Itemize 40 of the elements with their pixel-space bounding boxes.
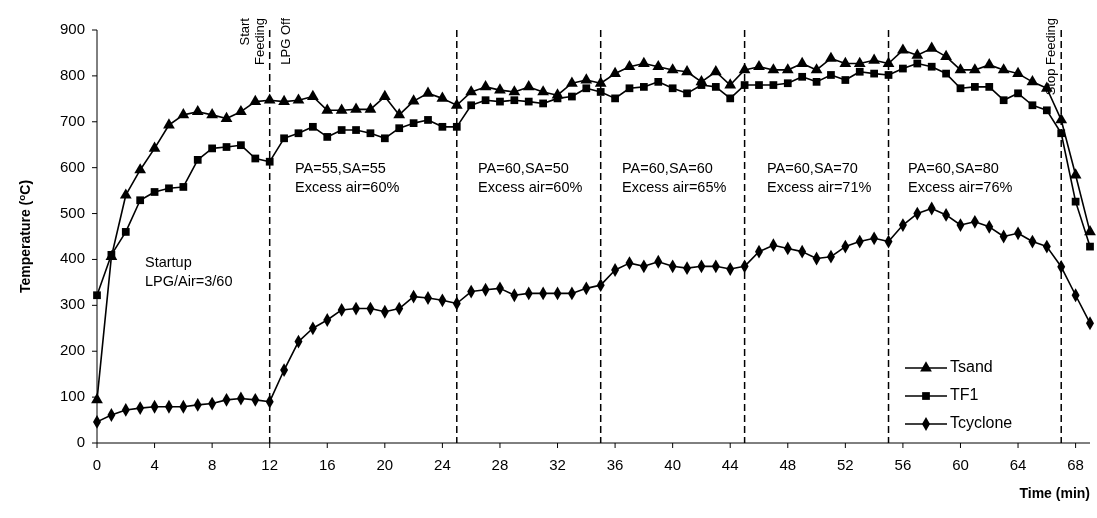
annotation: PA=60,SA=60 Excess air=65%: [622, 160, 727, 195]
annotation: PA=60,SA=80 Excess air=76%: [908, 160, 1013, 195]
y-tick-label: 400: [59, 249, 85, 267]
x-tick-label: 4: [150, 456, 159, 473]
x-tick-label: 32: [549, 456, 566, 473]
annotation: Startup LPG/Air=3/60: [145, 254, 233, 289]
x-tick-label: 44: [721, 456, 739, 473]
x-tick-label: 28: [491, 456, 509, 473]
annotation: PA=55,SA=55 Excess air=60%: [295, 160, 400, 195]
y-tick-label: 900: [59, 19, 85, 37]
x-tick-label: 52: [837, 456, 854, 473]
x-tick-label: 40: [664, 456, 681, 473]
x-tick-label: 8: [207, 456, 217, 473]
x-axis-title: Time (min): [1019, 485, 1090, 501]
annotation: PA=60,SA=70 Excess air=71%: [767, 160, 872, 195]
x-tick-label: 56: [894, 456, 912, 473]
x-tick-label: 60: [952, 456, 969, 473]
x-tick-label: 36: [606, 456, 624, 473]
y-tick-label: 700: [59, 111, 85, 129]
y-tick-label: 100: [59, 387, 85, 405]
y-tick-label: 0: [76, 432, 85, 450]
legend-label: Tcyclone: [950, 414, 1013, 432]
annotation: PA=60,SA=50 Excess air=60%: [478, 160, 583, 195]
x-tick-label: 20: [376, 456, 394, 473]
y-tick-label: 200: [59, 341, 85, 359]
y-tick-label: 300: [59, 295, 85, 313]
x-tick-label: 0: [92, 456, 102, 473]
y-tick-label: 800: [59, 65, 85, 83]
y-tick-label: 500: [59, 203, 85, 221]
x-tick-label: 16: [318, 456, 336, 473]
annotation: LPG Off: [278, 17, 293, 65]
x-tick-label: 12: [261, 456, 279, 473]
legend-label: TF1: [950, 386, 979, 404]
legend-label: Tsand: [950, 358, 993, 376]
x-tick-label: 64: [1009, 456, 1027, 473]
x-tick-label: 48: [779, 456, 797, 473]
x-tick-label: 68: [1067, 456, 1084, 473]
ref-line-label: Start Feeding: [236, 17, 267, 65]
x-tick-label: 24: [434, 456, 451, 473]
y-tick-label: 600: [59, 157, 85, 175]
